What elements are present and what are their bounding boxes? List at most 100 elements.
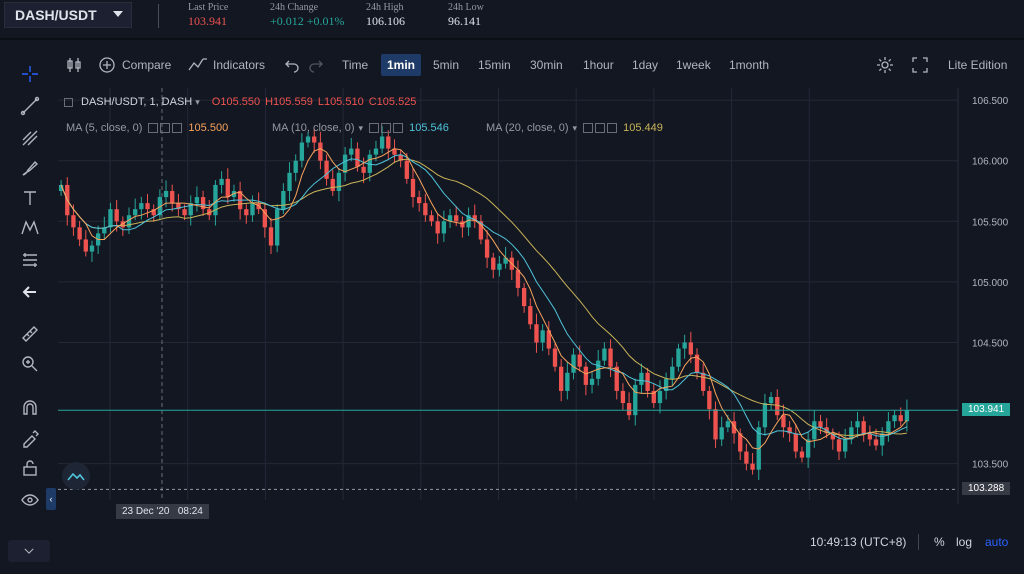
interval-1month[interactable]: 1month [729, 58, 770, 72]
back-arrow-icon[interactable] [18, 280, 42, 304]
ma20-controls[interactable] [583, 123, 618, 133]
candle-body [293, 160, 298, 173]
magnet-icon[interactable] [18, 396, 42, 420]
chevron-down-icon[interactable]: ▾ [195, 96, 200, 107]
candle-body [231, 191, 237, 198]
fullscreen-button[interactable] [912, 54, 928, 76]
auto-toggle[interactable]: auto [985, 535, 1009, 549]
candle-body [528, 306, 533, 325]
brush-icon[interactable] [18, 156, 42, 180]
pattern-tool-icon[interactable] [18, 216, 42, 240]
candle-body [565, 372, 570, 391]
collapse-legend-icon[interactable] [64, 97, 73, 107]
trend-line-icon[interactable] [18, 94, 42, 118]
chart-type-button[interactable] [66, 54, 82, 76]
candle-body [139, 203, 144, 210]
chevron-down-icon[interactable]: ▾ [572, 122, 578, 133]
candle-body [207, 209, 212, 216]
symbol-selector[interactable]: DASH/USDT [4, 2, 132, 28]
interval-1hour[interactable]: 1hour [583, 58, 614, 72]
candle-body [904, 410, 910, 422]
candle-body [330, 178, 335, 191]
collapse-toolbar-button[interactable] [8, 540, 50, 562]
ma5-value: 105.500 [188, 122, 229, 134]
lock-drawing-icon[interactable] [18, 426, 42, 450]
candle-body [404, 160, 409, 179]
candle-body [342, 154, 348, 173]
candle-body [454, 215, 459, 222]
undo-button[interactable] [284, 54, 300, 76]
ma10-controls[interactable] [369, 123, 404, 133]
fullscreen-icon [912, 57, 928, 73]
lite-edition-link[interactable]: Lite Edition [948, 58, 1008, 72]
last-price-value: 103.941 [188, 14, 227, 28]
ma5-controls[interactable] [148, 123, 183, 133]
scroll-left-handle[interactable]: ‹ [46, 488, 56, 510]
legend-title: DASH/USDT, 1, DASH [81, 96, 193, 108]
interval-1day[interactable]: 1day [632, 58, 659, 72]
candle-body [287, 172, 292, 191]
text-tool-icon[interactable] [18, 186, 42, 210]
interval-5min[interactable]: 5min [433, 58, 460, 72]
price-chart[interactable]: 106.500 106.000 105.500 105.000 104.500 103.5… [58, 88, 1024, 521]
status-bar: 10:49:13 (UTC+8) % log auto [58, 530, 1024, 556]
candle-body [830, 433, 835, 440]
chart-legend-main: DASH/USDT, 1, DASH ▾ O105.550 H105.559 L… [64, 96, 416, 108]
indicators-label: Indicators [213, 58, 266, 72]
candle-body [688, 342, 693, 355]
compare-button[interactable]: Compare [98, 54, 171, 76]
change-stat: 24h Change +0.012 +0.01% [270, 2, 345, 29]
drawing-toolbar [0, 44, 58, 574]
redo-icon [309, 60, 323, 73]
candle-body [633, 384, 638, 416]
ma20-value: 105.449 [623, 122, 663, 134]
candle-body [157, 197, 163, 216]
candle-body [725, 421, 731, 428]
interval-30min[interactable]: 30min [530, 58, 563, 72]
candle-body [768, 397, 774, 404]
interval-15min[interactable]: 15min [478, 58, 511, 72]
measure-tool-icon[interactable] [18, 248, 42, 272]
log-toggle[interactable]: log [956, 535, 973, 549]
crosshair-time-tag: 23 Dec '20 08:24 [116, 504, 209, 519]
candle-body [126, 215, 132, 228]
ma10-legend: MA (10, close, 0) ▾ 105.546 [272, 122, 449, 134]
legend-close: C105.525 [368, 96, 417, 108]
candle-body [281, 191, 286, 210]
legend-low: L105.510 [317, 96, 364, 108]
logo-badge[interactable] [62, 462, 90, 490]
candle-body [861, 421, 866, 434]
ma20-legend: MA (20, close, 0) ▾ 105.449 [486, 122, 663, 134]
price-tick-label: 106.000 [972, 157, 1009, 168]
change-label: 24h Change [270, 2, 319, 13]
redo-button[interactable] [308, 54, 324, 76]
candle-body [867, 433, 873, 440]
candle-body [200, 197, 206, 210]
fib-tool-icon[interactable] [18, 126, 42, 150]
interval-1week[interactable]: 1week [676, 58, 711, 72]
ticker-divider [158, 4, 159, 28]
change-value: +0.012 +0.01% [270, 14, 345, 28]
candle-body [589, 378, 595, 385]
candle-body [478, 221, 484, 240]
interval-1min[interactable]: 1min [381, 54, 422, 76]
candle-body [447, 215, 453, 222]
candle-body [799, 451, 805, 458]
candle-body [787, 427, 792, 434]
ruler-icon[interactable] [18, 322, 42, 346]
chevron-down-icon[interactable]: ▾ [358, 122, 364, 133]
interval-time[interactable]: Time [342, 58, 369, 72]
lock-icon[interactable] [18, 456, 42, 480]
crosshair-icon[interactable] [18, 62, 42, 86]
chart-canvas[interactable]: 106.500 106.000 105.500 105.000 104.500 103.5… [58, 88, 1024, 521]
candle-body [58, 184, 64, 191]
eye-icon[interactable] [18, 488, 42, 512]
candle-body [392, 148, 397, 155]
settings-button[interactable] [876, 54, 894, 76]
percent-toggle[interactable]: % [934, 535, 945, 549]
indicators-button[interactable]: Indicators [188, 54, 265, 76]
candle-body [805, 439, 811, 458]
candle-body [880, 433, 885, 446]
last-price-tag: 103.941 [962, 403, 1011, 417]
zoom-in-icon[interactable] [18, 352, 42, 376]
